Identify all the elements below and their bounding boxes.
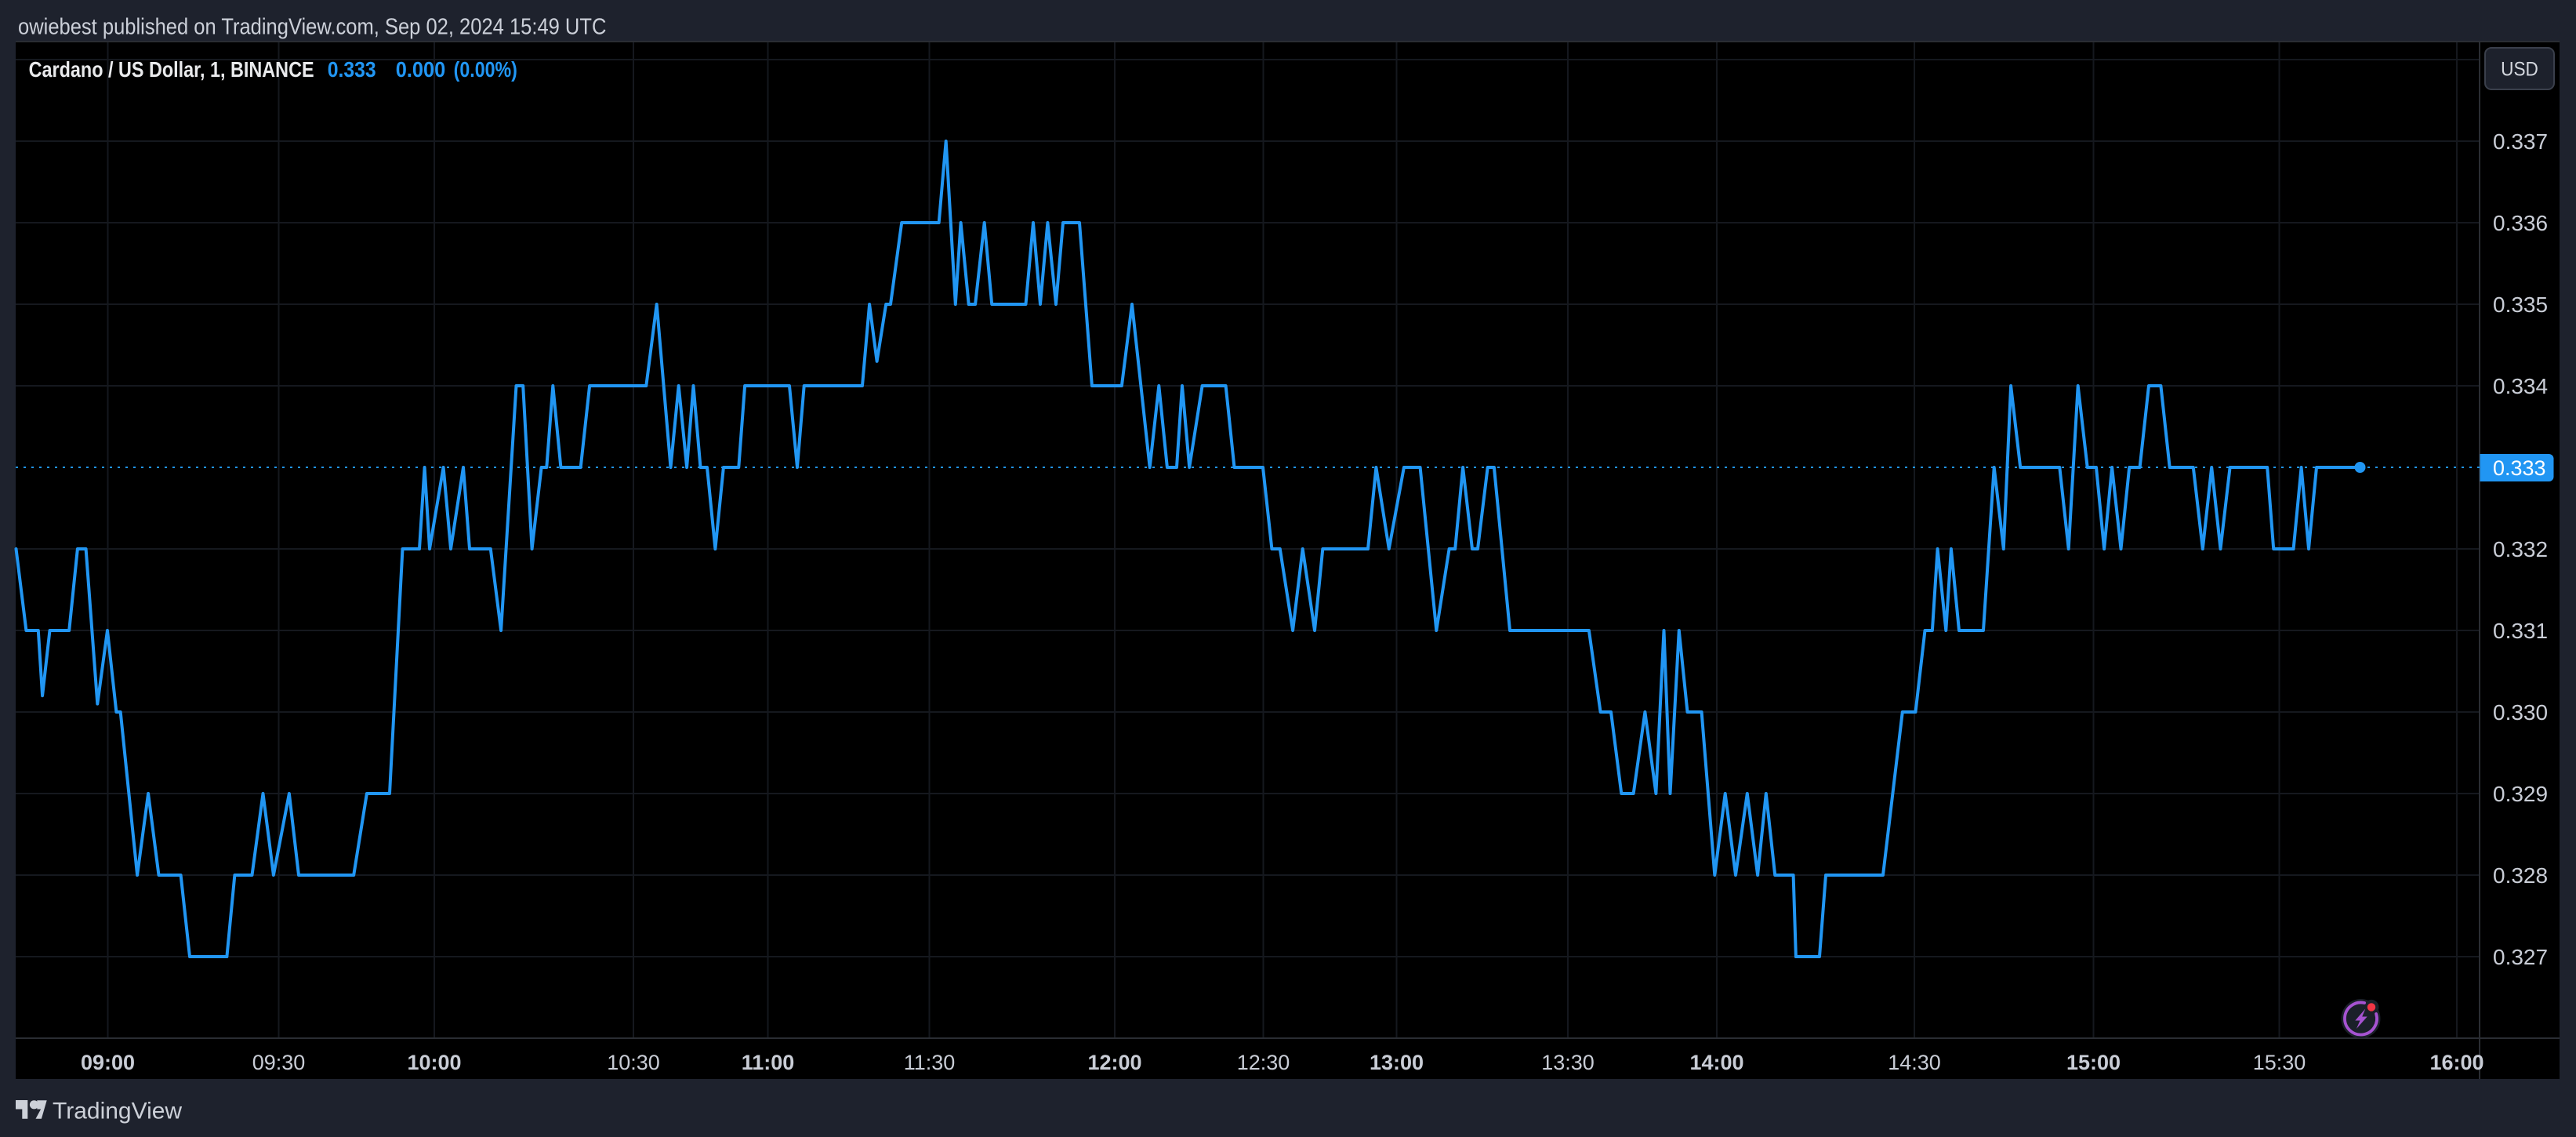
svg-text:USD: USD [2501, 58, 2538, 80]
svg-text:11:00: 11:00 [742, 1051, 795, 1074]
svg-text:10:00: 10:00 [407, 1051, 461, 1074]
svg-text:16:00: 16:00 [2429, 1051, 2483, 1074]
svg-text:(0.00%): (0.00%) [454, 58, 517, 82]
svg-text:14:00: 14:00 [1689, 1051, 1743, 1074]
svg-text:14:30: 14:30 [1888, 1051, 1941, 1074]
svg-text:0.333: 0.333 [328, 57, 376, 82]
svg-text:0.333: 0.333 [2493, 456, 2546, 480]
svg-text:15:00: 15:00 [2066, 1051, 2121, 1074]
svg-text:0.000: 0.000 [396, 57, 446, 82]
svg-text:0.334: 0.334 [2493, 374, 2548, 398]
svg-text:11:30: 11:30 [904, 1051, 956, 1074]
svg-text:owiebest published on TradingV: owiebest published on TradingView.com, S… [18, 13, 606, 39]
svg-text:0.328: 0.328 [2493, 863, 2548, 888]
svg-text:13:00: 13:00 [1370, 1051, 1424, 1074]
svg-text:09:00: 09:00 [81, 1051, 135, 1074]
svg-text:12:30: 12:30 [1237, 1051, 1290, 1074]
svg-text:0.337: 0.337 [2493, 129, 2548, 154]
svg-text:0.332: 0.332 [2493, 537, 2548, 561]
svg-text:Cardano / US Dollar, 1, BINANC: Cardano / US Dollar, 1, BINANCE [29, 58, 314, 82]
svg-text:0.331: 0.331 [2493, 619, 2548, 643]
svg-text:0.329: 0.329 [2493, 782, 2548, 806]
svg-text:0.335: 0.335 [2493, 292, 2548, 317]
svg-text:12:00: 12:00 [1087, 1051, 1141, 1074]
svg-text:0.336: 0.336 [2493, 211, 2548, 235]
svg-text:15:30: 15:30 [2253, 1051, 2306, 1074]
svg-text:TradingView: TradingView [53, 1099, 182, 1124]
svg-text:0.327: 0.327 [2493, 945, 2548, 969]
svg-text:13:30: 13:30 [1541, 1051, 1595, 1074]
svg-text:10:30: 10:30 [607, 1051, 660, 1074]
svg-text:09:30: 09:30 [252, 1051, 306, 1074]
svg-text:0.330: 0.330 [2493, 700, 2548, 725]
